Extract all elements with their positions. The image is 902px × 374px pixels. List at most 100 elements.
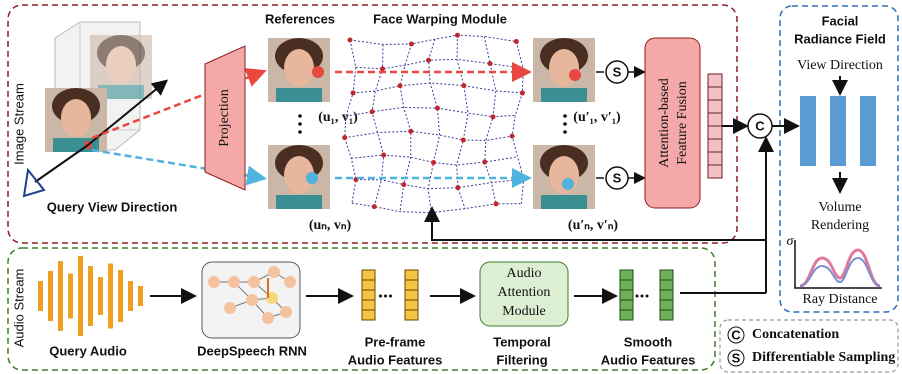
mlp-layer — [860, 96, 876, 166]
grid-point — [435, 106, 440, 111]
rnn-node — [284, 276, 296, 288]
grid-point — [455, 185, 460, 190]
ellipsis-dot — [384, 295, 387, 298]
feature-columns — [362, 270, 418, 320]
rnn-node — [280, 306, 292, 318]
feature-cell — [708, 87, 722, 100]
feature-cell — [708, 74, 722, 87]
coord-label: (u₁, v₁) — [318, 110, 358, 125]
grid-point — [408, 129, 413, 134]
grid-point — [488, 61, 493, 66]
feature-cell — [405, 300, 418, 310]
wave-bar — [108, 264, 113, 329]
preframe-label: Audio Features — [348, 352, 443, 367]
grid-point — [342, 135, 347, 140]
volume-label: Volume — [818, 200, 861, 215]
grid-point — [398, 83, 403, 88]
view-direction-label: View Direction — [797, 58, 883, 73]
wave-bar — [48, 271, 53, 321]
legend-symbol: S — [732, 350, 741, 365]
grid-point — [381, 153, 386, 158]
grid-point — [482, 160, 487, 165]
grid-point — [461, 137, 466, 142]
camera-icon — [24, 170, 44, 196]
feature-cell — [660, 290, 673, 300]
attention-label: Attention — [498, 285, 551, 300]
attention-label: Module — [502, 304, 546, 319]
grid-line — [400, 44, 411, 212]
feature-columns — [620, 270, 673, 320]
stream-label: Audio Stream — [11, 269, 26, 348]
ellipsis-dot — [636, 295, 639, 298]
grid-point — [351, 90, 356, 95]
radiance-title: Radiance Field — [794, 31, 886, 46]
feature-cell — [660, 270, 673, 280]
smooth-label: Audio Features — [601, 352, 696, 367]
warp-grid — [342, 33, 526, 215]
feature-cell — [620, 290, 633, 300]
feature-cell — [405, 270, 418, 280]
coord-label: (u′ₙ, v′ₙ) — [568, 218, 618, 233]
grid-point — [455, 33, 460, 38]
legend-label: Differentiable Sampling — [752, 350, 895, 365]
wave-bar — [78, 256, 83, 336]
query-audio-label: Query Audio — [49, 343, 127, 358]
grid-line — [356, 179, 524, 189]
grid-point — [491, 114, 496, 119]
references-title: References — [265, 11, 335, 26]
feature-cell — [708, 126, 722, 139]
volume-label: Rendering — [811, 218, 869, 233]
query-view-label: Query View Direction — [47, 199, 178, 214]
feature-cell — [708, 113, 722, 126]
grid-point — [370, 109, 375, 114]
rnn-node — [208, 276, 220, 288]
smooth-label: Smooth — [624, 334, 672, 349]
feature-cell — [405, 310, 418, 320]
coord-label: (uₙ, vₙ) — [309, 218, 352, 233]
sampling-symbol: S — [613, 64, 622, 79]
feature-cell — [708, 139, 722, 152]
fusion-box — [645, 38, 700, 208]
temporal-label: Filtering — [496, 352, 547, 367]
warping-title: Face Warping Module — [373, 11, 507, 26]
grid-point — [409, 42, 414, 47]
grid-point — [426, 58, 431, 63]
feature-cell — [620, 310, 633, 320]
temporal-label: Temporal — [493, 334, 551, 349]
feature-cell — [620, 270, 633, 280]
diagram: Image Stream Audio Stream Query View Dir… — [0, 0, 902, 374]
wave-bar — [128, 281, 133, 311]
attention-label: Audio — [507, 266, 542, 281]
wave-bar — [58, 261, 63, 331]
fusion-label: Feature Fusion — [675, 81, 690, 165]
feature-cell — [362, 300, 375, 310]
rnn-node — [262, 312, 274, 324]
preframe-label: Pre-frame — [365, 334, 426, 349]
rnn-node — [248, 276, 260, 288]
rnn-node — [246, 294, 258, 306]
wave-bar — [88, 266, 93, 326]
feature-cell — [405, 280, 418, 290]
grid-point — [401, 182, 406, 187]
feature-cell — [620, 280, 633, 290]
grid-point — [514, 39, 519, 44]
rnn-node — [224, 302, 236, 314]
mlp-layer — [830, 96, 846, 166]
grid-point — [380, 66, 385, 71]
sigma: σ — [787, 234, 795, 249]
ellipsis-dot — [389, 295, 392, 298]
stream-label: Image Stream — [11, 83, 26, 165]
feature-column — [708, 74, 722, 178]
waveform — [38, 256, 143, 336]
grid-line — [428, 39, 440, 212]
feature-cell — [362, 290, 375, 300]
concat-symbol: C — [755, 118, 765, 133]
ellipsis-dot — [379, 295, 382, 298]
legend-symbol: C — [731, 327, 741, 342]
radiance-title: Facial — [822, 13, 859, 28]
grid-point — [520, 90, 525, 95]
feature-cell — [362, 280, 375, 290]
grid-point — [510, 134, 515, 139]
query-cube — [45, 22, 152, 152]
sampling-symbol: S — [613, 170, 622, 185]
